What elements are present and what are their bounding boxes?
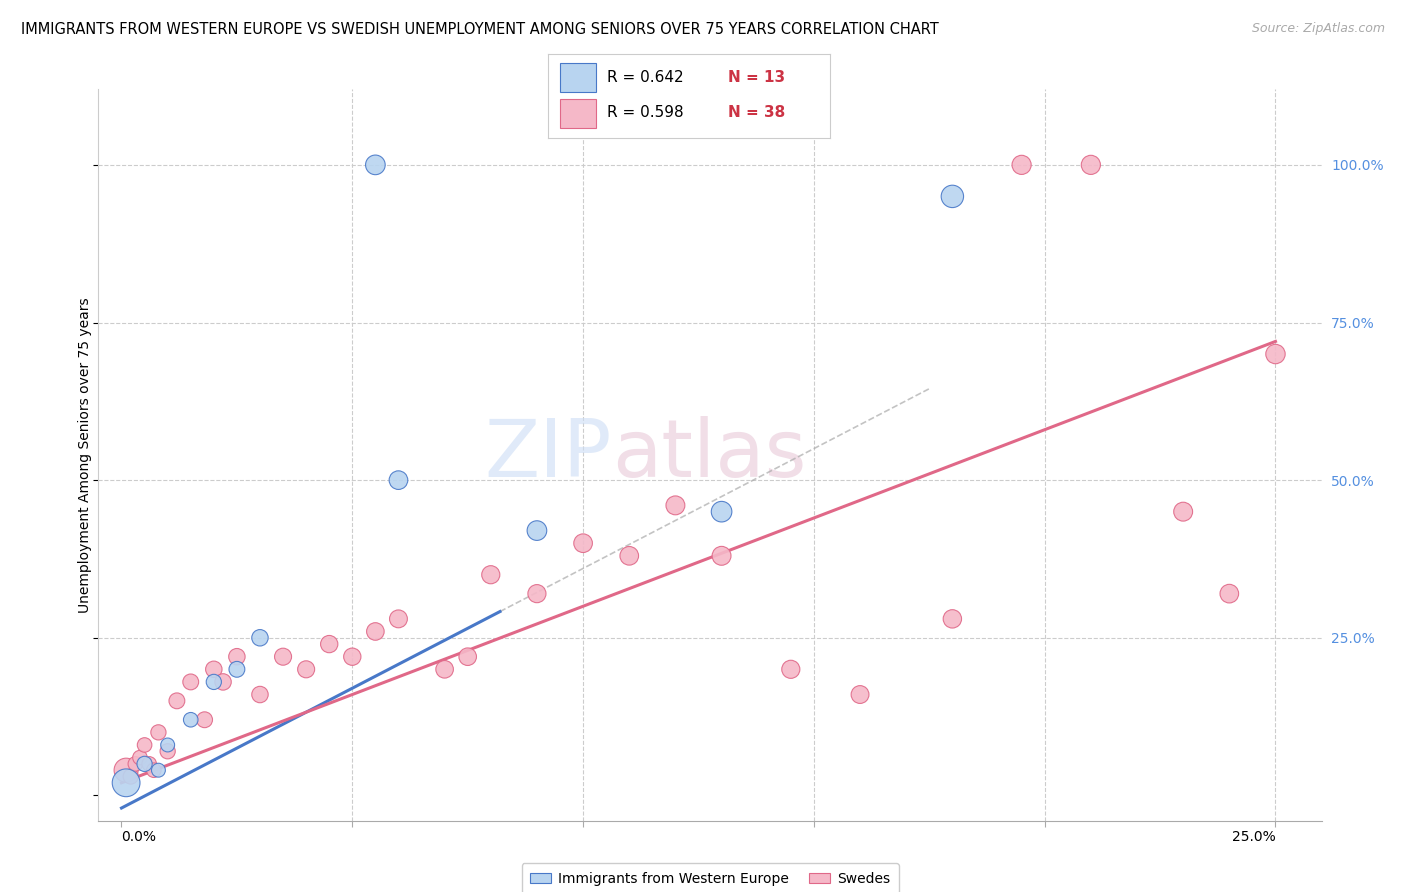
Point (1173, 505, 1195, 519)
Text: Source: ZipAtlas.com: Source: ZipAtlas.com (1251, 22, 1385, 36)
Legend: Immigrants from Western Europe, Swedes: Immigrants from Western Europe, Swedes (522, 863, 898, 892)
Text: 25.0%: 25.0% (1232, 830, 1275, 844)
Point (479, 567, 502, 582)
Point (318, 637, 340, 651)
Text: R = 0.642: R = 0.642 (607, 70, 683, 85)
Point (364, 624, 387, 639)
Point (249, 688, 271, 702)
Point (115, 763, 138, 777)
Point (129, 750, 152, 764)
Text: atlas: atlas (612, 416, 807, 494)
Point (779, 662, 801, 676)
Point (941, 612, 963, 626)
Point (1080, 158, 1102, 172)
Point (526, 524, 548, 538)
Point (115, 776, 138, 790)
Point (134, 756, 156, 771)
Point (1218, 587, 1240, 601)
Point (120, 770, 142, 784)
Point (124, 756, 146, 771)
Point (526, 587, 548, 601)
Point (194, 713, 217, 727)
Point (166, 694, 188, 708)
Point (212, 674, 235, 689)
Point (138, 756, 160, 771)
Point (710, 505, 733, 519)
Point (387, 473, 409, 487)
FancyBboxPatch shape (560, 99, 596, 128)
Point (148, 725, 170, 739)
Point (156, 744, 179, 758)
Point (849, 688, 872, 702)
Point (295, 662, 318, 676)
Point (941, 189, 963, 203)
Text: IMMIGRANTS FROM WESTERN EUROPE VS SWEDISH UNEMPLOYMENT AMONG SENIORS OVER 75 YEA: IMMIGRANTS FROM WESTERN EUROPE VS SWEDIS… (21, 22, 939, 37)
Point (1011, 158, 1033, 172)
Text: R = 0.598: R = 0.598 (607, 105, 683, 120)
Point (180, 713, 202, 727)
Point (249, 631, 271, 645)
Point (1264, 347, 1286, 361)
Point (433, 662, 456, 676)
Point (710, 549, 733, 563)
Point (364, 158, 387, 172)
Point (202, 674, 225, 689)
Point (202, 662, 225, 676)
Point (619, 549, 641, 563)
Point (156, 738, 179, 752)
Point (664, 499, 686, 513)
Point (342, 649, 364, 664)
Point (225, 649, 247, 664)
Point (142, 763, 165, 777)
Point (134, 738, 156, 752)
Point (271, 649, 294, 664)
Point (225, 662, 247, 676)
Point (387, 612, 409, 626)
Y-axis label: Unemployment Among Seniors over 75 years: Unemployment Among Seniors over 75 years (79, 297, 93, 613)
Point (572, 536, 595, 550)
Point (148, 763, 170, 777)
FancyBboxPatch shape (560, 62, 596, 92)
Point (180, 674, 202, 689)
Text: ZIP: ZIP (485, 416, 612, 494)
Text: 0.0%: 0.0% (121, 830, 156, 844)
Text: N = 38: N = 38 (728, 105, 786, 120)
Text: N = 13: N = 13 (728, 70, 786, 85)
Point (457, 649, 479, 664)
